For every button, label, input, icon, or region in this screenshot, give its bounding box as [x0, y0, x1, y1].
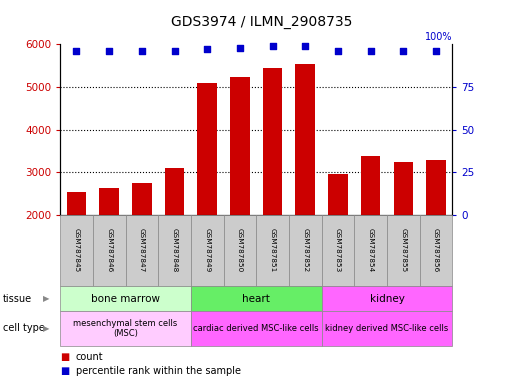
Text: percentile rank within the sample: percentile rank within the sample: [76, 366, 241, 376]
Point: [236, 45, 244, 51]
Text: mesenchymal stem cells
(MSC): mesenchymal stem cells (MSC): [73, 319, 178, 338]
Text: kidney: kidney: [370, 293, 404, 304]
Bar: [165, 168, 185, 215]
Text: GSM787846: GSM787846: [106, 228, 112, 273]
Text: GSM787848: GSM787848: [172, 228, 177, 273]
Bar: [230, 77, 250, 215]
Text: 100%: 100%: [425, 31, 452, 41]
Text: GSM787854: GSM787854: [368, 228, 373, 273]
Point: [301, 43, 310, 49]
Text: cell type: cell type: [3, 323, 44, 333]
Text: ■: ■: [60, 366, 70, 376]
Text: heart: heart: [242, 293, 270, 304]
Point: [399, 48, 407, 54]
Point: [334, 48, 342, 54]
Text: GSM787855: GSM787855: [401, 228, 406, 273]
Point: [203, 46, 211, 52]
Text: ■: ■: [60, 352, 70, 362]
Text: GSM787850: GSM787850: [237, 228, 243, 273]
Text: GSM787853: GSM787853: [335, 228, 341, 273]
Bar: [198, 83, 217, 215]
Point: [105, 48, 113, 54]
Text: GSM787849: GSM787849: [204, 228, 210, 273]
Bar: [132, 183, 152, 215]
Text: count: count: [76, 352, 104, 362]
Point: [432, 48, 440, 54]
Text: ▶: ▶: [43, 324, 49, 333]
Text: GSM787852: GSM787852: [302, 228, 308, 273]
Text: GSM787847: GSM787847: [139, 228, 145, 273]
Text: kidney derived MSC-like cells: kidney derived MSC-like cells: [325, 324, 449, 333]
Text: GSM787856: GSM787856: [433, 228, 439, 273]
Bar: [328, 174, 348, 215]
Text: tissue: tissue: [3, 293, 32, 304]
Bar: [295, 64, 315, 215]
Bar: [263, 68, 282, 215]
Text: GSM787845: GSM787845: [74, 228, 79, 273]
Point: [268, 43, 277, 49]
Bar: [393, 162, 413, 215]
Text: bone marrow: bone marrow: [91, 293, 160, 304]
Text: cardiac derived MSC-like cells: cardiac derived MSC-like cells: [194, 324, 319, 333]
Point: [170, 48, 179, 54]
Text: GSM787851: GSM787851: [270, 228, 276, 273]
Text: GDS3974 / ILMN_2908735: GDS3974 / ILMN_2908735: [171, 15, 352, 29]
Point: [367, 48, 375, 54]
Bar: [426, 159, 446, 215]
Point: [138, 48, 146, 54]
Bar: [99, 188, 119, 215]
Point: [72, 48, 81, 54]
Text: ▶: ▶: [43, 294, 49, 303]
Bar: [67, 192, 86, 215]
Bar: [361, 156, 381, 215]
